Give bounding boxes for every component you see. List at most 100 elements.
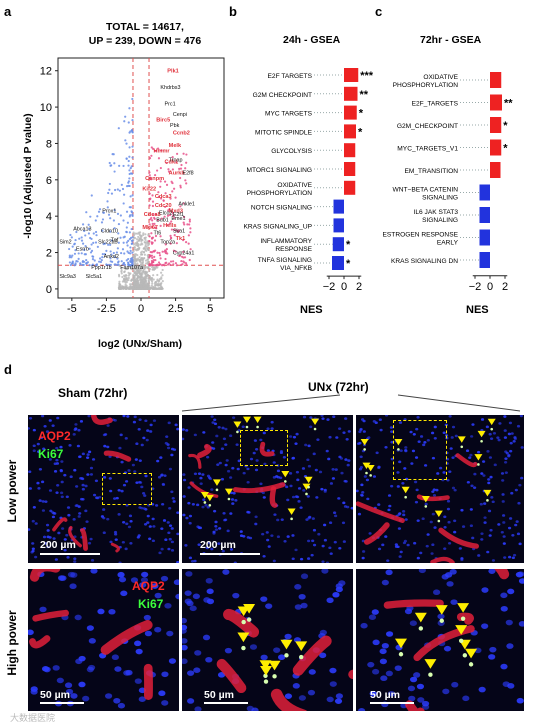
nucleus (167, 421, 171, 425)
data-point (80, 236, 83, 239)
nucleus (446, 499, 451, 503)
significance-mark: * (358, 126, 363, 138)
data-point (119, 236, 122, 239)
nucleus (158, 551, 162, 555)
ki67-nucleus (284, 480, 287, 483)
nucleus (409, 430, 413, 434)
data-point (150, 237, 154, 240)
ki67-nucleus (272, 674, 277, 679)
pathway-label: E2F_TARGETS (412, 101, 459, 108)
data-point (132, 255, 135, 258)
data-point (122, 202, 125, 205)
nucleus (504, 450, 508, 453)
ki67-arrowhead (483, 489, 492, 497)
data-point (156, 263, 159, 266)
data-point (103, 242, 107, 245)
data-point (118, 280, 121, 283)
data-point (150, 284, 153, 287)
nucleus (246, 536, 250, 539)
data-point (113, 209, 116, 212)
nucleus (307, 464, 312, 468)
ki67-arrowhead (242, 416, 251, 423)
data-point (170, 180, 173, 183)
ki67-nucleus (437, 519, 441, 523)
nucleus (465, 449, 470, 453)
gene-label: Abca13 (73, 227, 91, 233)
nucleus (237, 459, 241, 463)
nucleus (414, 456, 419, 459)
nucleus (312, 528, 317, 532)
nucleus (442, 431, 446, 435)
data-point (137, 245, 140, 248)
nucleus (497, 438, 501, 442)
nucleus (57, 531, 61, 535)
data-point (138, 246, 141, 249)
data-point (140, 238, 143, 241)
data-point (161, 279, 164, 283)
nucleus (372, 639, 380, 646)
nucleus (432, 488, 436, 491)
data-point (113, 227, 116, 230)
data-point (142, 250, 146, 254)
nucleus (175, 593, 179, 600)
nucleus (246, 467, 250, 471)
nucleus (335, 693, 343, 699)
nucleus (513, 437, 517, 441)
nucleus (407, 685, 416, 692)
nucleus (426, 533, 430, 536)
data-point (144, 238, 147, 241)
data-point (120, 272, 123, 275)
aqp2-tubule (110, 542, 121, 553)
data-point (131, 156, 134, 159)
nucleus (390, 484, 394, 488)
data-point (175, 161, 178, 164)
nucleus (402, 510, 406, 513)
gene-label: Ska1 (173, 229, 185, 235)
data-point (125, 231, 128, 234)
nucleus (102, 531, 106, 534)
data-point (79, 262, 82, 265)
nucleus (323, 490, 327, 493)
nucleus (512, 553, 517, 557)
nucleus (143, 494, 147, 497)
nucleus (311, 539, 315, 543)
nucleus (431, 456, 436, 460)
nucleus (63, 538, 67, 541)
nucleus (159, 456, 163, 459)
nucleus (166, 630, 174, 637)
nucleus (417, 697, 425, 703)
nucleus (224, 463, 228, 467)
nucleus (469, 453, 473, 457)
nucleus (109, 489, 113, 493)
nes-bar (479, 207, 490, 223)
data-point (129, 260, 132, 264)
data-point (96, 215, 99, 218)
volcano-ylabel: -log10 (Adjusted P value) (22, 113, 34, 239)
nucleus (56, 677, 64, 684)
data-point (151, 261, 155, 264)
nucleus (291, 456, 295, 460)
ki67-arrowhead (474, 454, 483, 461)
data-point (125, 157, 128, 160)
nucleus (377, 503, 381, 506)
data-point (174, 250, 177, 253)
nucleus (124, 437, 128, 440)
ki67-nucleus (263, 673, 268, 679)
nucleus (423, 464, 428, 467)
nucleus (89, 473, 94, 476)
data-point (123, 120, 126, 123)
nucleus (307, 444, 311, 448)
nucleus (117, 571, 125, 578)
data-point (74, 238, 77, 242)
data-point (118, 164, 121, 167)
data-point (106, 200, 109, 203)
nucleus (164, 602, 172, 609)
data-point (182, 221, 185, 224)
nucleus (158, 690, 166, 697)
gene-label: Eme1 (171, 216, 185, 222)
nucleus (491, 559, 496, 562)
data-point (118, 284, 121, 287)
data-point (174, 262, 178, 265)
nucleus (390, 440, 394, 444)
data-point (133, 281, 136, 284)
